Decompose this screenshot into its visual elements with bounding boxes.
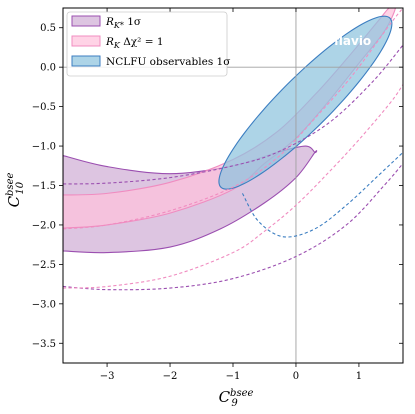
- legend-swatch-2: [71, 35, 101, 47]
- x-tick-label: 0: [293, 371, 299, 382]
- region-layer: [63, 8, 396, 254]
- y-tick-label: −3.5: [32, 339, 56, 350]
- legend-label-2: RK Δχ² = 1: [105, 36, 164, 50]
- legend-label-1: RK* 1σ: [105, 16, 141, 30]
- y-tick-label: −1.0: [32, 142, 56, 153]
- y-axis-ticks: −3.5 −3.0 −2.5 −2.0 −1.5 −1.0 −0.5 0.0 0.5: [32, 23, 403, 350]
- y-tick-label: −0.5: [32, 102, 56, 113]
- dashed-curve-series-2-2: [63, 84, 403, 289]
- x-tick-label: −3: [100, 371, 115, 382]
- x-tick-label: −2: [163, 371, 178, 382]
- region-series-3: [218, 15, 393, 190]
- y-tick-label: −3.0: [32, 299, 56, 310]
- legend-swatch-3: [71, 55, 101, 67]
- y-axis-label: Cbsee10: [5, 172, 26, 207]
- dashed-curve-series-1-1: [63, 44, 403, 185]
- legend-label-3: NCLFU observables 1σ: [106, 56, 230, 68]
- x-tick-label: 1: [356, 371, 362, 382]
- dashed-curve-series-1-2: [63, 163, 403, 291]
- watermark-flavio: flavio: [334, 34, 371, 48]
- axis-labels: Cbsee 9 Cbsee10: [5, 172, 254, 409]
- y-tick-label: 0.0: [40, 63, 56, 74]
- x-tick-label: −1: [226, 371, 241, 382]
- y-tick-label: −2.5: [32, 260, 56, 271]
- x-axis-label: Cbsee 9: [219, 388, 254, 409]
- dashed-curve-series-2-1: [63, 8, 403, 230]
- y-tick-label: −1.5: [32, 181, 56, 192]
- legend: RK* 1σ RK Δχ² = 1 NCLFU observables 1σ: [66, 11, 230, 77]
- y-tick-label: 0.5: [40, 23, 56, 34]
- legend-swatch-1: [71, 15, 101, 27]
- y-tick-label: −2.0: [32, 220, 56, 231]
- dashed-curves: [63, 8, 403, 291]
- x-axis-ticks: −3 −2 −1 0 1: [100, 8, 362, 382]
